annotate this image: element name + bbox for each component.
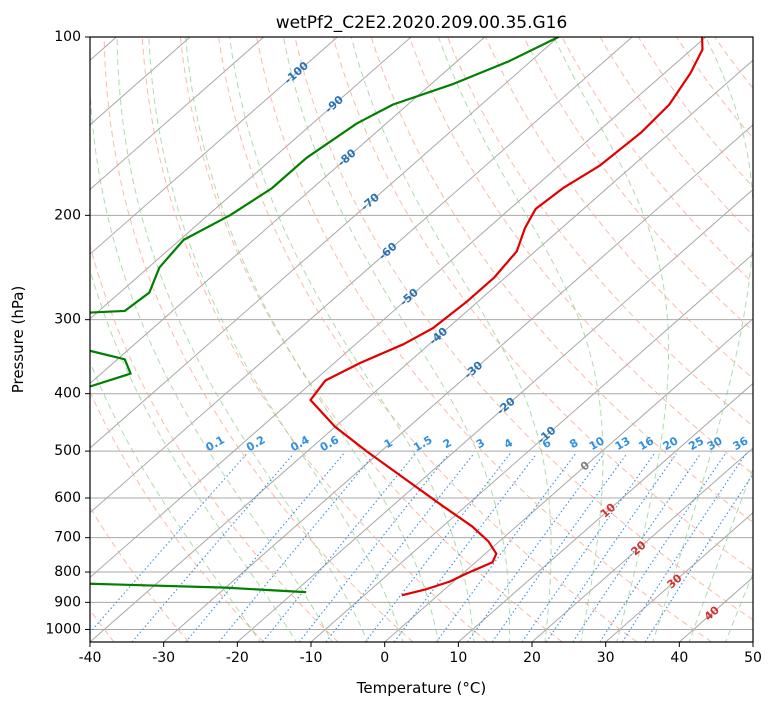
- isotherm-line: [310, 253, 753, 642]
- isotherm-lines: [90, 37, 753, 642]
- x-tick-label: -40: [79, 650, 102, 666]
- mixing-ratio-line: [572, 453, 702, 642]
- dry-adiabat-line: [332, 37, 753, 572]
- x-axis-label: Temperature (°C): [356, 679, 486, 697]
- x-tick-label: -30: [152, 650, 175, 666]
- plot-frame: [89, 36, 754, 643]
- dry-adiabat-line: [408, 37, 753, 475]
- y-axis-label: Pressure (hPa): [9, 286, 27, 394]
- moist-adiabat-line: [90, 79, 333, 642]
- mixing-ratio-line: [644, 473, 753, 642]
- moist-adiabat-line: [553, 37, 670, 642]
- x-tick-label: -10: [300, 650, 323, 666]
- moist-adiabat-line: [688, 467, 753, 642]
- dry-adiabat-line: [523, 37, 753, 332]
- mixing-ratio-line: [131, 453, 295, 642]
- mixing-ratio-line: [621, 453, 747, 642]
- isotherm-line: [90, 37, 486, 385]
- x-axis-ticks: -40 -30 -20 -10 0 10 20 30 40 50: [79, 642, 762, 666]
- dry-adiabat-line: [447, 37, 753, 427]
- isotherm-line: [605, 512, 753, 642]
- moist-adiabat-line: [148, 37, 404, 642]
- dry-adiabat-line: [637, 37, 753, 188]
- dry-adiabat-line: [256, 37, 712, 642]
- mixing-ratio-line: [298, 453, 450, 642]
- mixing-ratio-lines: [90, 453, 753, 642]
- isotherm-line: [90, 37, 707, 579]
- x-tick-label: 40: [670, 650, 688, 666]
- moist-adiabat-line: [725, 572, 753, 642]
- moist-adiabat-line: [652, 37, 753, 642]
- isotherm-line: [458, 382, 753, 642]
- y-tick-label: 1000: [45, 621, 81, 637]
- mixing-ratio-line: [599, 453, 726, 642]
- y-tick-label: 600: [54, 490, 81, 506]
- y-tick-label: 700: [54, 530, 81, 546]
- dry-adiabat-lines: [90, 37, 753, 642]
- isotherm-line: [237, 188, 753, 642]
- dry-adiabat-line: [179, 37, 563, 642]
- dry-adiabat-line: [90, 243, 339, 642]
- x-tick-label: 50: [744, 650, 762, 666]
- isotherm-line: [384, 318, 753, 642]
- isotherm-line: [531, 447, 753, 642]
- moist-adiabat-line: [185, 37, 439, 642]
- moist-adiabat-line: [437, 37, 604, 642]
- mixing-ratio-line: [90, 453, 248, 634]
- isotherm-line: [90, 37, 338, 255]
- moist-adiabat-line: [116, 37, 369, 642]
- y-tick-label: 300: [54, 312, 81, 328]
- isotherm-line: [90, 37, 265, 191]
- dry-adiabat-line: [370, 37, 753, 523]
- pressure-grid: [90, 37, 753, 630]
- mixing-ratio-line: [491, 453, 628, 642]
- x-tick-label: 0: [380, 650, 389, 666]
- y-tick-label: 900: [54, 594, 81, 610]
- dry-adiabat-line: [218, 37, 638, 642]
- plot-background: [90, 37, 753, 642]
- dry-adiabat-line: [141, 37, 488, 642]
- dry-adiabat-line: [103, 37, 414, 642]
- dry-adiabat-line: [90, 390, 264, 642]
- chart-title: wetPf2_C2E2.2020.209.00.35.G16: [276, 13, 568, 33]
- y-tick-label: 800: [54, 564, 81, 580]
- x-tick-label: -20: [226, 650, 249, 666]
- dry-adiabat-line: [599, 37, 753, 236]
- x-tick-label: 10: [449, 650, 467, 666]
- y-tick-label: 500: [54, 443, 81, 459]
- moist-adiabat-lines: [90, 37, 753, 642]
- temperature-line: [309, 37, 704, 597]
- profile-series: [90, 37, 704, 597]
- moist-adiabat-line: [229, 37, 475, 642]
- mixing-ratio-line: [262, 453, 416, 642]
- isotherm-line: [90, 59, 753, 642]
- moist-adiabat-line: [90, 360, 261, 642]
- y-axis-ticks: 100 200 300 400 500 600 700 800 900 1000: [45, 29, 90, 637]
- isotherm-line: [163, 124, 753, 642]
- dewpoint-line: [90, 37, 560, 594]
- y-tick-label: 400: [54, 386, 81, 402]
- isotherm-line: [90, 37, 633, 514]
- dry-adiabat-line: [485, 37, 753, 380]
- mixing-ratio-line: [393, 453, 538, 642]
- x-tick-label: 20: [523, 650, 541, 666]
- x-tick-label: 30: [597, 650, 615, 666]
- moist-adiabat-line: [350, 37, 552, 642]
- dry-adiabat-line: [294, 37, 753, 621]
- mixing-ratio-line: [435, 453, 577, 642]
- mixing-ratio-line: [185, 453, 345, 642]
- mixing-ratio-line: [218, 453, 376, 642]
- y-tick-label: 100: [54, 29, 81, 45]
- moist-adiabat-line: [282, 37, 510, 642]
- y-tick-label: 200: [54, 207, 81, 223]
- isotherm-line: [90, 37, 559, 449]
- isotherm-line: [90, 37, 412, 320]
